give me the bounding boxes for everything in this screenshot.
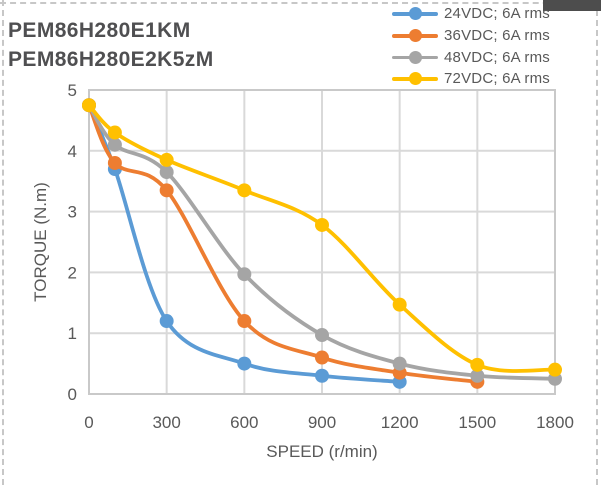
data-point-marker [107,137,122,152]
data-point-marker [159,152,174,167]
x-axis-title: SPEED (r/min) [266,442,377,461]
legend-dot-sample [409,50,422,64]
y-tick-label: 4 [68,142,77,161]
x-tick-label: 600 [230,413,258,432]
y-tick-label: 3 [68,203,77,222]
legend-marker-icon [390,28,442,43]
plot-frame [88,89,556,395]
legend-label: 72VDC; 6A rms [444,70,550,88]
dashed-border-right [596,0,598,485]
legend-item: 48VDC; 6A rms [390,46,550,68]
data-point-marker [548,362,562,377]
data-point-marker [107,155,122,170]
legend-label: 48VDC; 6A rms [444,48,550,66]
y-axis-title: TORQUE (N.m) [31,182,50,302]
x-tick-label: 1800 [536,413,574,432]
x-tick-label: 1200 [381,413,419,432]
legend-item: 72VDC; 6A rms [390,68,550,90]
data-point-marker [159,314,174,329]
series-line [87,103,557,381]
legend-item: 24VDC; 6A rms [390,3,550,25]
window-corner-bar [543,0,601,11]
chart-title-line2: PEM86H280E2K5zM [8,48,214,71]
y-tick-label: 5 [68,81,77,100]
data-point-marker [237,267,252,282]
legend-marker-icon [390,50,442,65]
dashed-border-left [2,0,4,485]
data-point-marker [392,356,407,371]
chart-title: PEM86H280E1KM PEM86H280E2K5zM [8,16,214,74]
series-line [87,103,557,373]
data-point-marker [470,368,485,383]
data-point-marker [237,356,252,371]
x-tick-label: 1500 [458,413,496,432]
data-point-marker [159,165,174,180]
data-point-marker [237,314,252,329]
data-point-marker [159,183,174,198]
data-point-marker [315,328,329,343]
legend-marker-icon [390,6,442,21]
data-point-marker [315,368,329,383]
data-point-marker [470,357,485,372]
legend-marker-icon [390,71,442,86]
chart-title-line1: PEM86H280E1KM [8,19,191,42]
data-point-marker [82,98,96,113]
legend-dot-sample [409,72,422,86]
data-point-marker [392,297,407,312]
legend-label: 36VDC; 6A rms [444,27,550,45]
legend-label: 24VDC; 6A rms [444,5,550,23]
data-point-marker [315,350,329,365]
y-tick-label: 0 [68,385,77,404]
series-line [87,103,480,384]
chart-legend: 24VDC; 6A rms 36VDC; 6A rms 48VDC; 6A rms 7… [390,3,550,90]
legend-dot-sample [409,29,422,43]
data-point-marker [315,217,329,232]
data-point-marker [237,183,252,198]
legend-item: 36VDC; 6A rms [390,25,550,47]
dashed-border-top [0,2,599,4]
y-tick-label: 1 [68,324,77,343]
legend-dot-sample [409,7,422,21]
x-tick-label: 0 [84,413,93,432]
data-point-marker [107,125,122,140]
x-tick-label: 300 [152,413,180,432]
y-tick-label: 2 [68,263,77,282]
x-tick-label: 900 [308,413,336,432]
